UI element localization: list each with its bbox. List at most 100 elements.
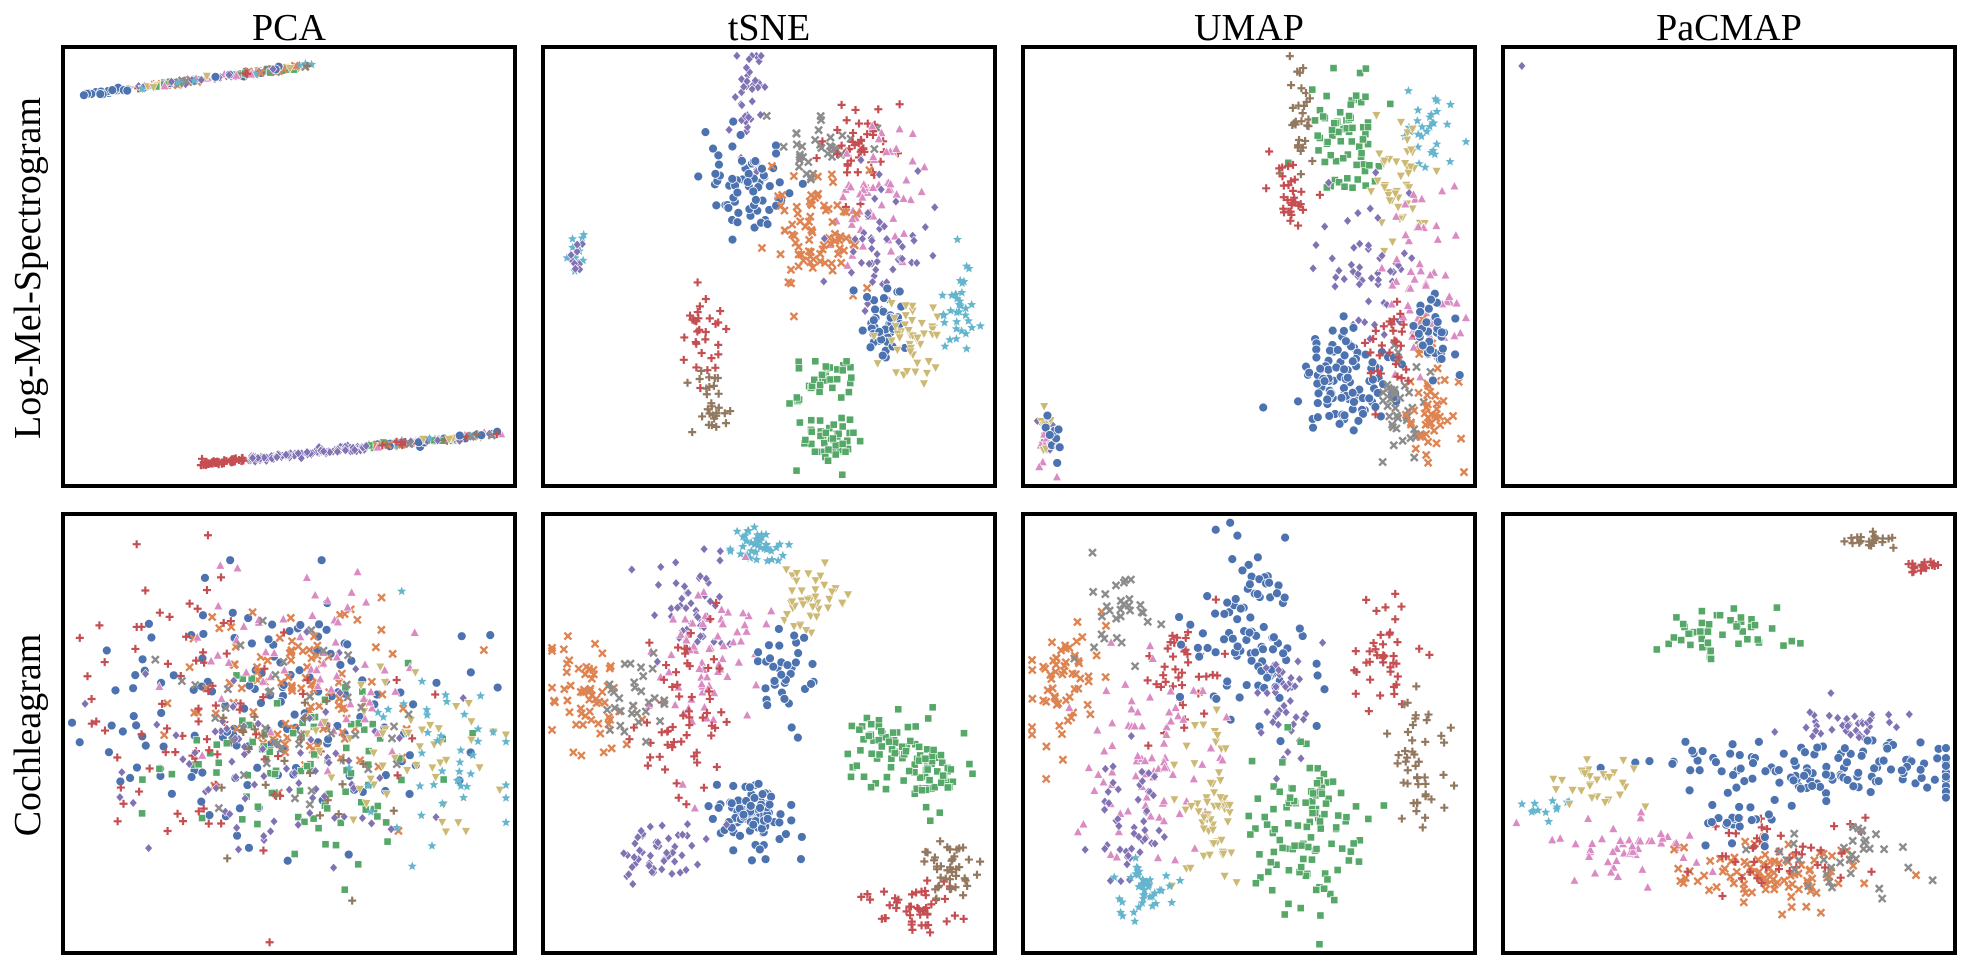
point-green — [1311, 116, 1319, 125]
point-green — [1361, 181, 1370, 190]
point-pink — [1132, 750, 1143, 760]
point-red — [1397, 374, 1406, 383]
point-blue — [774, 177, 785, 188]
point-orange — [1423, 437, 1433, 447]
point-green — [253, 820, 262, 828]
point-blue — [1421, 317, 1432, 328]
point-cyan — [778, 550, 788, 560]
point-pink — [1189, 842, 1200, 853]
point-blue — [1694, 765, 1705, 776]
point-brown — [702, 390, 711, 399]
point-blue — [1232, 641, 1243, 652]
point-purple — [857, 257, 866, 268]
point-pink — [1158, 795, 1169, 805]
point-green — [397, 776, 406, 784]
point-red — [161, 748, 170, 757]
point-blue — [1722, 817, 1732, 828]
point-cyan — [466, 769, 476, 778]
point-cyan — [957, 287, 967, 297]
point-red — [1194, 672, 1203, 681]
point-blue — [1711, 757, 1721, 767]
point-red — [1402, 365, 1411, 374]
point-purple — [681, 603, 691, 614]
point-pink — [1188, 773, 1199, 783]
point-red — [1351, 689, 1360, 698]
point-olive — [356, 681, 367, 691]
point-olive — [444, 435, 455, 445]
point-green — [877, 727, 886, 736]
point-green — [1297, 841, 1306, 850]
point-pink — [1113, 826, 1124, 836]
point-olive — [1202, 798, 1213, 808]
point-gray — [837, 131, 847, 140]
point-green — [138, 809, 146, 818]
point-purple — [1386, 266, 1395, 277]
point-blue — [1735, 763, 1746, 774]
point-olive — [1207, 825, 1218, 836]
point-green — [794, 357, 803, 366]
point-blue — [156, 708, 167, 718]
point-orange — [185, 662, 195, 672]
point-cyan — [462, 781, 472, 791]
point-orange — [256, 68, 265, 78]
point-olive — [1383, 191, 1394, 201]
point-green — [1704, 638, 1712, 647]
point-pink — [693, 589, 704, 600]
point-purple — [1364, 240, 1373, 251]
point-cyan — [1413, 129, 1423, 139]
point-purple — [572, 246, 582, 257]
point-purple — [232, 822, 242, 833]
point-orange — [585, 707, 595, 716]
point-olive — [1039, 402, 1050, 412]
point-pink — [361, 596, 372, 607]
point-purple — [657, 864, 667, 875]
point-blue — [125, 773, 136, 783]
point-olive — [402, 766, 413, 776]
point-purple — [1311, 240, 1321, 251]
point-pink — [717, 618, 728, 628]
point-red — [1364, 707, 1373, 716]
point-orange — [547, 683, 557, 693]
point-purple — [629, 852, 639, 863]
point-olive — [1576, 786, 1587, 797]
point-green — [1260, 813, 1269, 821]
point-green — [883, 773, 891, 782]
point-pink — [735, 635, 746, 646]
point-blue — [1342, 372, 1353, 383]
point-green — [829, 434, 837, 443]
point-gray — [762, 111, 772, 121]
point-red — [917, 887, 926, 896]
point-purple — [351, 664, 361, 674]
point-gray — [638, 671, 648, 681]
point-orange — [286, 655, 296, 665]
point-blue — [1280, 532, 1290, 543]
point-brown — [1848, 539, 1857, 548]
point-green — [383, 837, 392, 846]
point-olive — [781, 565, 792, 576]
point-blue — [865, 342, 876, 353]
point-green — [965, 760, 974, 768]
point-red — [854, 119, 863, 128]
point-green — [1361, 92, 1370, 101]
point-green — [253, 802, 262, 811]
point-olive — [1189, 721, 1200, 731]
point-blue — [773, 624, 784, 634]
point-blue — [1227, 633, 1238, 644]
point-red — [892, 904, 901, 913]
point-red — [137, 622, 146, 631]
point-brown — [936, 873, 945, 882]
point-green — [1269, 805, 1278, 814]
point-orange — [283, 672, 293, 682]
point-orange — [1693, 876, 1703, 886]
point-red — [182, 632, 191, 641]
point-olive — [1640, 802, 1651, 813]
point-green — [1335, 178, 1343, 187]
point-red — [921, 891, 930, 900]
point-blue — [132, 762, 142, 773]
point-red — [1366, 675, 1375, 684]
point-olive — [466, 717, 477, 728]
point-orange — [337, 727, 347, 737]
point-purple — [1354, 279, 1364, 290]
point-pink — [358, 693, 369, 703]
point-olive — [1169, 795, 1180, 806]
